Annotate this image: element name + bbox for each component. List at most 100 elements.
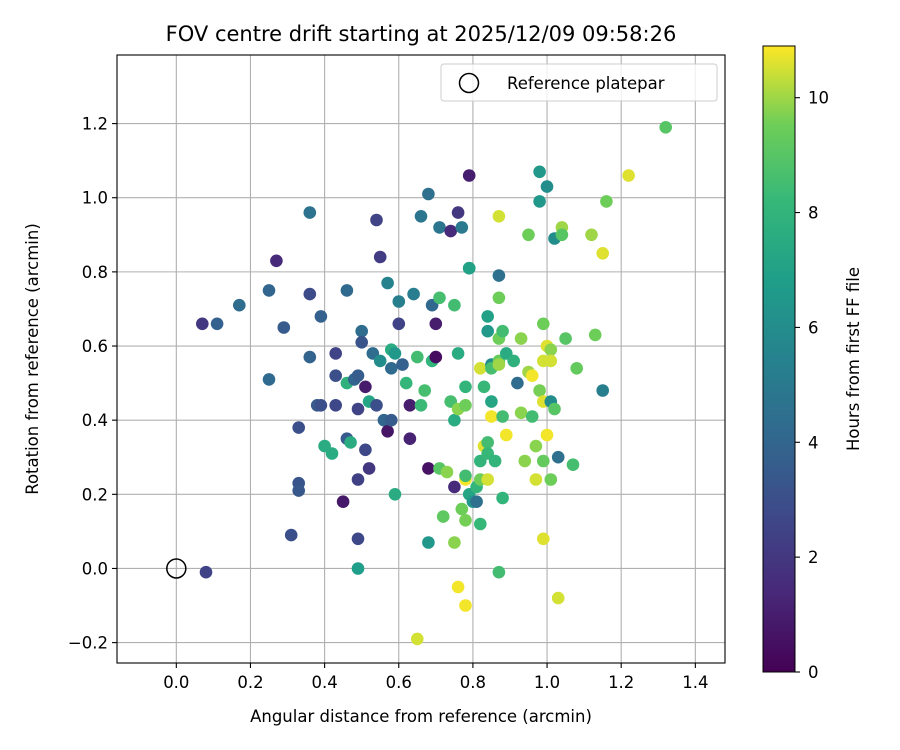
data-point [596, 384, 609, 397]
data-point [451, 206, 465, 219]
data-point [388, 488, 402, 501]
data-point [292, 484, 306, 497]
colorbar-tick-label: 4 [808, 433, 819, 452]
data-point [329, 347, 343, 360]
data-point [492, 269, 506, 282]
data-point [529, 473, 543, 486]
data-point [451, 580, 465, 594]
data-point [455, 502, 469, 516]
data-point [533, 165, 546, 179]
data-point [351, 562, 365, 575]
data-point [533, 195, 546, 208]
data-point [459, 380, 472, 394]
data-point [344, 436, 357, 449]
x-tick-label: 0.6 [386, 673, 412, 692]
data-point [496, 410, 509, 423]
data-point [485, 410, 498, 423]
data-point [459, 599, 472, 612]
data-point [351, 369, 365, 383]
reference-point [166, 558, 187, 579]
data-point [659, 121, 672, 134]
colorbar-tick-label: 8 [808, 204, 819, 223]
colorbar-label: Hours from first FF file [844, 267, 863, 451]
data-point [325, 447, 339, 460]
data-point [262, 373, 276, 386]
data-point [411, 632, 424, 646]
data-point [303, 350, 317, 364]
data-point [303, 287, 317, 301]
data-point [537, 317, 550, 331]
data-point [373, 354, 387, 368]
data-point [537, 532, 550, 546]
data-point [533, 384, 546, 397]
data-point [262, 284, 276, 297]
legend-box [440, 63, 718, 102]
data-point [210, 317, 224, 331]
data-point [373, 250, 387, 264]
legend-label-reference: Reference platepar [507, 74, 665, 93]
y-tick-label: 0.8 [82, 263, 108, 282]
data-point [199, 565, 213, 579]
data-point [462, 169, 476, 182]
data-point [544, 343, 558, 357]
x-tick-label: 1.0 [534, 673, 560, 692]
data-point [336, 495, 350, 509]
x-tick-label: 1.2 [608, 673, 634, 692]
data-point [455, 221, 469, 234]
data-point [396, 358, 409, 371]
data-point [359, 380, 372, 394]
data-point [477, 380, 491, 394]
data-point [540, 180, 554, 193]
data-point [459, 469, 472, 483]
chart-title: FOV centre drift starting at 2025/12/09 … [166, 22, 677, 46]
data-point [514, 332, 528, 345]
y-tick-label: 0.6 [82, 337, 108, 356]
y-tick-label: −0.2 [68, 634, 108, 653]
data-point [444, 224, 458, 238]
data-point [411, 350, 424, 364]
data-point [496, 324, 509, 338]
grid-lines [117, 55, 725, 663]
data-point [585, 228, 598, 242]
data-point [481, 436, 495, 449]
data-point [492, 565, 506, 579]
data-point [474, 362, 487, 375]
data-point [392, 295, 406, 308]
data-point [407, 287, 420, 301]
data-point [566, 458, 580, 472]
x-tick-label: 0.0 [163, 673, 189, 692]
x-axis-ticks: 0.0 0.2 0.4 0.6 0.8 1.0 1.2 1.4 [163, 663, 708, 692]
data-point [540, 428, 554, 442]
data-point [329, 369, 343, 383]
y-tick-label: 1.0 [82, 189, 108, 208]
data-point [588, 328, 602, 342]
data-point [403, 399, 417, 412]
y-tick-label: 0.4 [82, 411, 108, 430]
data-point [329, 399, 343, 412]
data-point [492, 210, 506, 223]
data-point [481, 324, 495, 338]
x-tick-label: 0.8 [460, 673, 486, 692]
data-point [418, 384, 432, 397]
x-tick-label: 1.4 [682, 673, 708, 692]
colorbar-tick-label: 10 [808, 89, 829, 108]
data-point [544, 473, 558, 486]
data-point [459, 514, 472, 527]
data-point [537, 454, 550, 468]
colorbar: 0 2 4 6 8 10 Hours from first FF file [762, 45, 863, 682]
data-point [559, 332, 572, 345]
data-point [351, 532, 365, 546]
data-point [362, 462, 376, 475]
colorbar-gradient [762, 45, 796, 673]
data-point [448, 413, 461, 427]
colorbar-tick-label: 0 [808, 663, 819, 682]
data-point [481, 473, 495, 486]
data-point [340, 284, 354, 297]
plot-frame [116, 54, 726, 664]
colorbar-tick-label: 6 [808, 318, 819, 337]
data-point [351, 402, 365, 416]
data-point [351, 473, 365, 486]
data-point [381, 276, 394, 290]
data-point [385, 413, 398, 427]
